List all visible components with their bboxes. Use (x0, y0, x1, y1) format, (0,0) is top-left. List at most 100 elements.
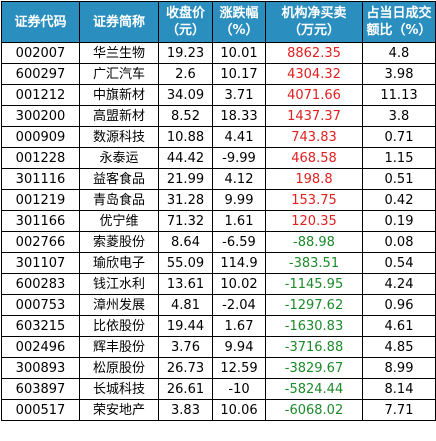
cell-close-price: 31.28 (158, 189, 213, 211)
table-row: 300200 高盟新材 8.52 18.33 1437.37 3.8 (1, 105, 436, 127)
cell-security-code: 000909 (1, 126, 80, 148)
cell-security-name: 漳州发展 (79, 294, 159, 316)
cell-change-pct: 10.06 (212, 399, 266, 421)
cell-close-price: 4.81 (158, 294, 213, 316)
table-row: 600297 广汇汽车 2.6 10.17 4304.32 3.98 (1, 63, 436, 85)
cell-security-name: 长城科技 (79, 378, 159, 400)
cell-institution-net: 4304.32 (265, 63, 363, 85)
cell-institution-net: -383.51 (265, 252, 363, 274)
cell-turnover-ratio: 0.54 (362, 252, 436, 274)
cell-change-pct: 10.17 (212, 63, 266, 85)
cell-close-price: 34.09 (158, 84, 213, 106)
cell-turnover-ratio: 8.99 (362, 357, 436, 379)
cell-institution-net: 153.75 (265, 189, 363, 211)
cell-security-name: 青岛食品 (79, 189, 159, 211)
cell-turnover-ratio: 8.14 (362, 378, 436, 400)
table-row: 001212 中旗新材 34.09 3.71 4071.66 11.13 (1, 84, 436, 106)
cell-change-pct: 10.02 (212, 273, 266, 295)
cell-security-name: 辉丰股份 (79, 336, 159, 358)
table-row: 603215 比依股份 19.44 1.67 -1630.83 4.61 (1, 315, 436, 337)
cell-security-code: 600297 (1, 63, 80, 85)
cell-change-pct: 1.61 (212, 210, 266, 232)
cell-change-pct: -6.59 (212, 231, 266, 253)
cell-turnover-ratio: 4.61 (362, 315, 436, 337)
cell-security-name: 中旗新材 (79, 84, 159, 106)
header-institution-net: 机构净买卖 （万元） (265, 1, 363, 43)
cell-turnover-ratio: 0.42 (362, 189, 436, 211)
cell-change-pct: 9.94 (212, 336, 266, 358)
cell-institution-net: 198.8 (265, 168, 363, 190)
cell-change-pct: 1.67 (212, 315, 266, 337)
cell-change-pct: 12.59 (212, 357, 266, 379)
cell-close-price: 71.32 (158, 210, 213, 232)
cell-close-price: 8.64 (158, 231, 213, 253)
cell-institution-net: -6068.02 (265, 399, 363, 421)
cell-turnover-ratio: 3.8 (362, 105, 436, 127)
cell-security-code: 301116 (1, 168, 80, 190)
header-security-name: 证券简称 (79, 1, 159, 43)
cell-change-pct: 4.41 (212, 126, 266, 148)
cell-security-code: 600283 (1, 273, 80, 295)
header-change-pct: 涨跌幅 （%） (212, 1, 266, 43)
cell-close-price: 13.61 (158, 273, 213, 295)
cell-close-price: 3.83 (158, 399, 213, 421)
cell-turnover-ratio: 1.15 (362, 147, 436, 169)
cell-turnover-ratio: 11.13 (362, 84, 436, 106)
table-row: 001228 永泰运 44.42 -9.99 468.58 1.15 (1, 147, 436, 169)
cell-close-price: 2.6 (158, 63, 213, 85)
cell-change-pct: 114.9 (212, 252, 266, 274)
cell-turnover-ratio: 0.51 (362, 168, 436, 190)
cell-close-price: 44.42 (158, 147, 213, 169)
cell-institution-net: -1297.62 (265, 294, 363, 316)
cell-close-price: 19.44 (158, 315, 213, 337)
header-turnover-ratio-line2: 额比（%） (366, 23, 432, 38)
cell-change-pct: 10.01 (212, 42, 266, 64)
cell-change-pct: 18.33 (212, 105, 266, 127)
header-close-price: 收盘价 （元） (158, 1, 213, 43)
cell-security-name: 瑜欣电子 (79, 252, 159, 274)
cell-institution-net: 743.83 (265, 126, 363, 148)
table-header: 证券代码 证券简称 收盘价 （元） 涨跌幅 （%） 机构净买卖 （万元） 占当日… (1, 1, 436, 43)
table-row: 002007 华兰生物 19.23 10.01 8862.35 4.8 (1, 42, 436, 64)
table-row: 000753 漳州发展 4.81 -2.04 -1297.62 0.96 (1, 294, 436, 316)
cell-security-code: 301107 (1, 252, 80, 274)
cell-institution-net: 8862.35 (265, 42, 363, 64)
cell-institution-net: 120.35 (265, 210, 363, 232)
cell-close-price: 55.09 (158, 252, 213, 274)
cell-institution-net: -3829.67 (265, 357, 363, 379)
cell-security-code: 000517 (1, 399, 80, 421)
cell-close-price: 26.73 (158, 357, 213, 379)
cell-security-name: 数源科技 (79, 126, 159, 148)
cell-institution-net: -1630.83 (265, 315, 363, 337)
header-change-pct-line1: 涨跌幅 (219, 6, 259, 21)
cell-security-name: 荣安地产 (79, 399, 159, 421)
cell-turnover-ratio: 4.8 (362, 42, 436, 64)
cell-security-code: 001219 (1, 189, 80, 211)
header-institution-net-line1: 机构净买卖 (281, 6, 347, 21)
table-row: 301116 益客食品 21.99 4.12 198.8 0.51 (1, 168, 436, 190)
cell-security-code: 002007 (1, 42, 80, 64)
cell-close-price: 26.61 (158, 378, 213, 400)
cell-turnover-ratio: 0.19 (362, 210, 436, 232)
cell-turnover-ratio: 7.71 (362, 399, 436, 421)
cell-institution-net: -1145.95 (265, 273, 363, 295)
header-security-code: 证券代码 (1, 1, 80, 43)
cell-close-price: 21.99 (158, 168, 213, 190)
cell-turnover-ratio: 0.71 (362, 126, 436, 148)
cell-turnover-ratio: 4.85 (362, 336, 436, 358)
cell-institution-net: 1437.37 (265, 105, 363, 127)
cell-institution-net: -88.98 (265, 231, 363, 253)
cell-security-name: 益客食品 (79, 168, 159, 190)
table-row: 001219 青岛食品 31.28 9.99 153.75 0.42 (1, 189, 436, 211)
table-row: 002766 索菱股份 8.64 -6.59 -88.98 0.08 (1, 231, 436, 253)
cell-security-name: 索菱股份 (79, 231, 159, 253)
header-close-price-line1: 收盘价 (165, 6, 205, 21)
header-security-code-label: 证券代码 (14, 14, 67, 30)
cell-institution-net: 468.58 (265, 147, 363, 169)
cell-change-pct: -10 (212, 378, 266, 400)
cell-security-name: 高盟新材 (79, 105, 159, 127)
cell-change-pct: 3.71 (212, 84, 266, 106)
header-turnover-ratio: 占当日成交 额比（%） (362, 1, 436, 43)
cell-security-code: 001212 (1, 84, 80, 106)
table-row: 300893 松原股份 26.73 12.59 -3829.67 8.99 (1, 357, 436, 379)
